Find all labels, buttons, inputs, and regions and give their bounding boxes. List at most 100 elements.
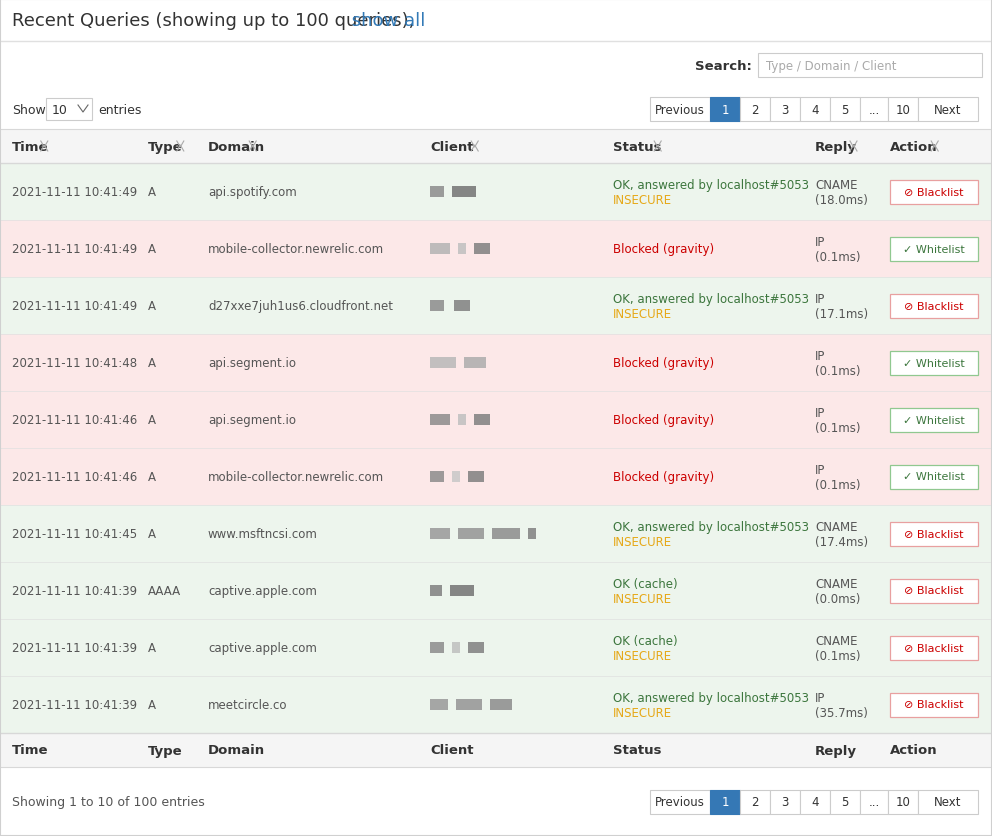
Bar xyxy=(490,699,512,710)
Text: A: A xyxy=(148,242,156,256)
Bar xyxy=(430,699,448,710)
Text: ⊘ Blacklist: ⊘ Blacklist xyxy=(905,586,964,596)
Text: A: A xyxy=(148,357,156,370)
Text: Domain: Domain xyxy=(208,140,265,153)
Bar xyxy=(890,181,978,204)
Text: (17.1ms): (17.1ms) xyxy=(815,308,868,321)
Text: 4: 4 xyxy=(811,104,818,116)
Bar xyxy=(0,164,992,221)
Text: IP: IP xyxy=(815,293,825,306)
Bar xyxy=(468,642,484,653)
Text: A: A xyxy=(148,186,156,199)
Text: CNAME: CNAME xyxy=(815,635,857,647)
Text: 2021-11-11 10:41:49: 2021-11-11 10:41:49 xyxy=(12,186,137,199)
Text: Reply: Reply xyxy=(815,743,857,757)
Text: ✓ Whitelist: ✓ Whitelist xyxy=(903,415,965,425)
Text: 5: 5 xyxy=(841,104,849,116)
Text: Domain: Domain xyxy=(208,743,265,757)
Text: Next: Next xyxy=(934,104,962,116)
Text: IP: IP xyxy=(815,349,825,363)
Text: (0.0ms): (0.0ms) xyxy=(815,592,860,605)
Bar xyxy=(918,98,978,122)
Text: 2: 2 xyxy=(751,795,759,808)
Text: Blocked (gravity): Blocked (gravity) xyxy=(613,471,714,483)
Text: Status: Status xyxy=(613,140,662,153)
Bar xyxy=(0,676,992,733)
Text: AAAA: AAAA xyxy=(148,584,182,597)
Bar xyxy=(430,585,442,596)
Text: CNAME: CNAME xyxy=(815,179,857,191)
Text: 10: 10 xyxy=(896,104,911,116)
Text: Time: Time xyxy=(12,140,49,153)
Text: api.segment.io: api.segment.io xyxy=(208,414,296,426)
Text: Show: Show xyxy=(12,104,46,116)
Text: INSECURE: INSECURE xyxy=(613,535,673,548)
Bar xyxy=(430,642,444,653)
Text: captive.apple.com: captive.apple.com xyxy=(208,641,316,655)
Text: 1: 1 xyxy=(721,104,729,116)
Bar xyxy=(0,448,992,506)
Bar xyxy=(830,98,860,122)
Bar xyxy=(454,300,470,311)
Bar xyxy=(0,42,992,90)
Text: 2021-11-11 10:41:39: 2021-11-11 10:41:39 xyxy=(12,584,137,597)
Text: ⊘ Blacklist: ⊘ Blacklist xyxy=(905,529,964,539)
Bar xyxy=(888,789,918,813)
Bar xyxy=(770,789,800,813)
Text: 2021-11-11 10:41:49: 2021-11-11 10:41:49 xyxy=(12,242,137,256)
Bar xyxy=(800,789,830,813)
Bar xyxy=(0,767,992,836)
Bar xyxy=(452,186,476,197)
Text: entries: entries xyxy=(98,104,142,116)
Bar xyxy=(430,300,444,311)
Bar xyxy=(890,635,978,660)
Bar xyxy=(0,391,992,448)
Text: (0.1ms): (0.1ms) xyxy=(815,251,860,263)
Bar xyxy=(474,243,490,254)
Text: Previous: Previous xyxy=(655,104,705,116)
Bar xyxy=(430,186,444,197)
Bar xyxy=(890,522,978,546)
Text: Previous: Previous xyxy=(655,795,705,808)
Bar xyxy=(0,733,992,767)
Bar xyxy=(740,789,770,813)
Bar xyxy=(0,619,992,676)
Bar xyxy=(0,506,992,563)
Bar xyxy=(890,237,978,261)
Bar xyxy=(860,789,888,813)
Text: Search:: Search: xyxy=(695,59,752,73)
Text: ✓ Whitelist: ✓ Whitelist xyxy=(903,358,965,368)
Bar xyxy=(710,98,740,122)
Text: 10: 10 xyxy=(896,795,911,808)
Text: mobile-collector.newrelic.com: mobile-collector.newrelic.com xyxy=(208,242,384,256)
Text: 2021-11-11 10:41:46: 2021-11-11 10:41:46 xyxy=(12,414,137,426)
Bar xyxy=(800,98,830,122)
Text: 3: 3 xyxy=(782,104,789,116)
Text: Type: Type xyxy=(148,743,183,757)
Bar xyxy=(0,90,992,130)
Text: OK (cache): OK (cache) xyxy=(613,635,678,647)
Bar xyxy=(430,414,450,425)
Text: IP: IP xyxy=(815,236,825,248)
Text: OK, answered by localhost#5053: OK, answered by localhost#5053 xyxy=(613,179,809,191)
Bar xyxy=(468,471,484,482)
Text: www.msftncsi.com: www.msftncsi.com xyxy=(208,528,317,540)
Text: A: A xyxy=(148,299,156,313)
Text: 5: 5 xyxy=(841,795,849,808)
Text: d27xxe7juh1us6.cloudfront.net: d27xxe7juh1us6.cloudfront.net xyxy=(208,299,393,313)
Text: ...: ... xyxy=(868,795,880,808)
Text: 1: 1 xyxy=(721,795,729,808)
Text: Blocked (gravity): Blocked (gravity) xyxy=(613,414,714,426)
Text: ⊘ Blacklist: ⊘ Blacklist xyxy=(905,700,964,710)
Bar xyxy=(458,528,484,539)
Text: show all: show all xyxy=(346,12,426,30)
Bar xyxy=(890,351,978,375)
Text: IP: IP xyxy=(815,463,825,477)
Text: ⊘ Blacklist: ⊘ Blacklist xyxy=(905,301,964,311)
Text: A: A xyxy=(148,471,156,483)
Text: Blocked (gravity): Blocked (gravity) xyxy=(613,242,714,256)
Text: 2021-11-11 10:41:39: 2021-11-11 10:41:39 xyxy=(12,641,137,655)
Bar xyxy=(450,585,474,596)
Text: Type: Type xyxy=(148,140,183,153)
Bar xyxy=(740,98,770,122)
